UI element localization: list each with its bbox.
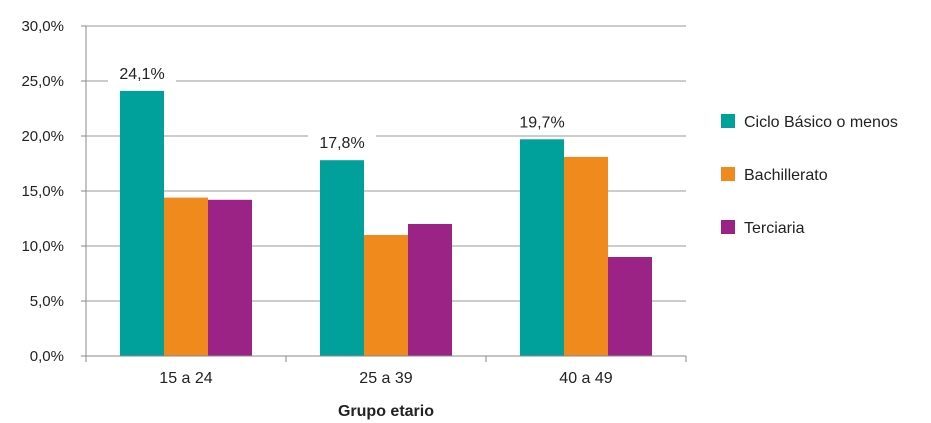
y-tick-label: 20,0%	[21, 128, 64, 145]
y-tick-label: 10,0%	[21, 238, 64, 255]
x-tick-label: 25 a 39	[359, 370, 412, 387]
bar	[408, 224, 452, 356]
data-label-background	[308, 130, 376, 155]
bars	[120, 90, 652, 357]
bar	[320, 160, 364, 356]
x-tick-label: 40 a 49	[559, 370, 612, 387]
bar	[564, 156, 608, 356]
data-label: 17,8%	[319, 135, 364, 152]
y-tick-label: 25,0%	[21, 73, 64, 90]
data-label: 24,1%	[119, 66, 164, 83]
data-labels: 24,1% 17,8% 19,7%	[108, 60, 576, 155]
legend-label: Bachillerato	[744, 167, 828, 184]
x-tick-label: 15 a 24	[159, 370, 212, 387]
y-tick-label: 30,0%	[21, 18, 64, 35]
x-tick-labels: 15 a 24 25 a 39 40 a 49	[159, 370, 612, 387]
data-label: 19,7%	[519, 114, 564, 131]
legend-swatch	[721, 220, 735, 234]
bar	[164, 197, 208, 356]
data-label-background	[508, 109, 576, 134]
legend-label: Terciaria	[744, 220, 805, 237]
y-tick-label: 5,0%	[30, 293, 64, 310]
legend: Ciclo Básico o menos Bachillerato Terciari…	[721, 114, 898, 237]
bar	[120, 90, 164, 357]
x-axis-title: Grupo etario	[338, 403, 434, 420]
data-label-background	[108, 60, 176, 85]
legend-swatch	[721, 167, 735, 181]
axes	[81, 25, 687, 362]
bar	[520, 139, 564, 356]
y-tick-label: 15,0%	[21, 183, 64, 200]
y-tick-label: 0,0%	[30, 348, 64, 365]
y-tick-labels: 0,0% 5,0% 10,0% 15,0% 20,0% 25,0% 30,0%	[21, 18, 64, 365]
legend-label: Ciclo Básico o menos	[744, 114, 898, 131]
bar	[364, 235, 408, 356]
bar	[608, 257, 652, 356]
legend-swatch	[721, 114, 735, 128]
bar	[208, 199, 252, 356]
